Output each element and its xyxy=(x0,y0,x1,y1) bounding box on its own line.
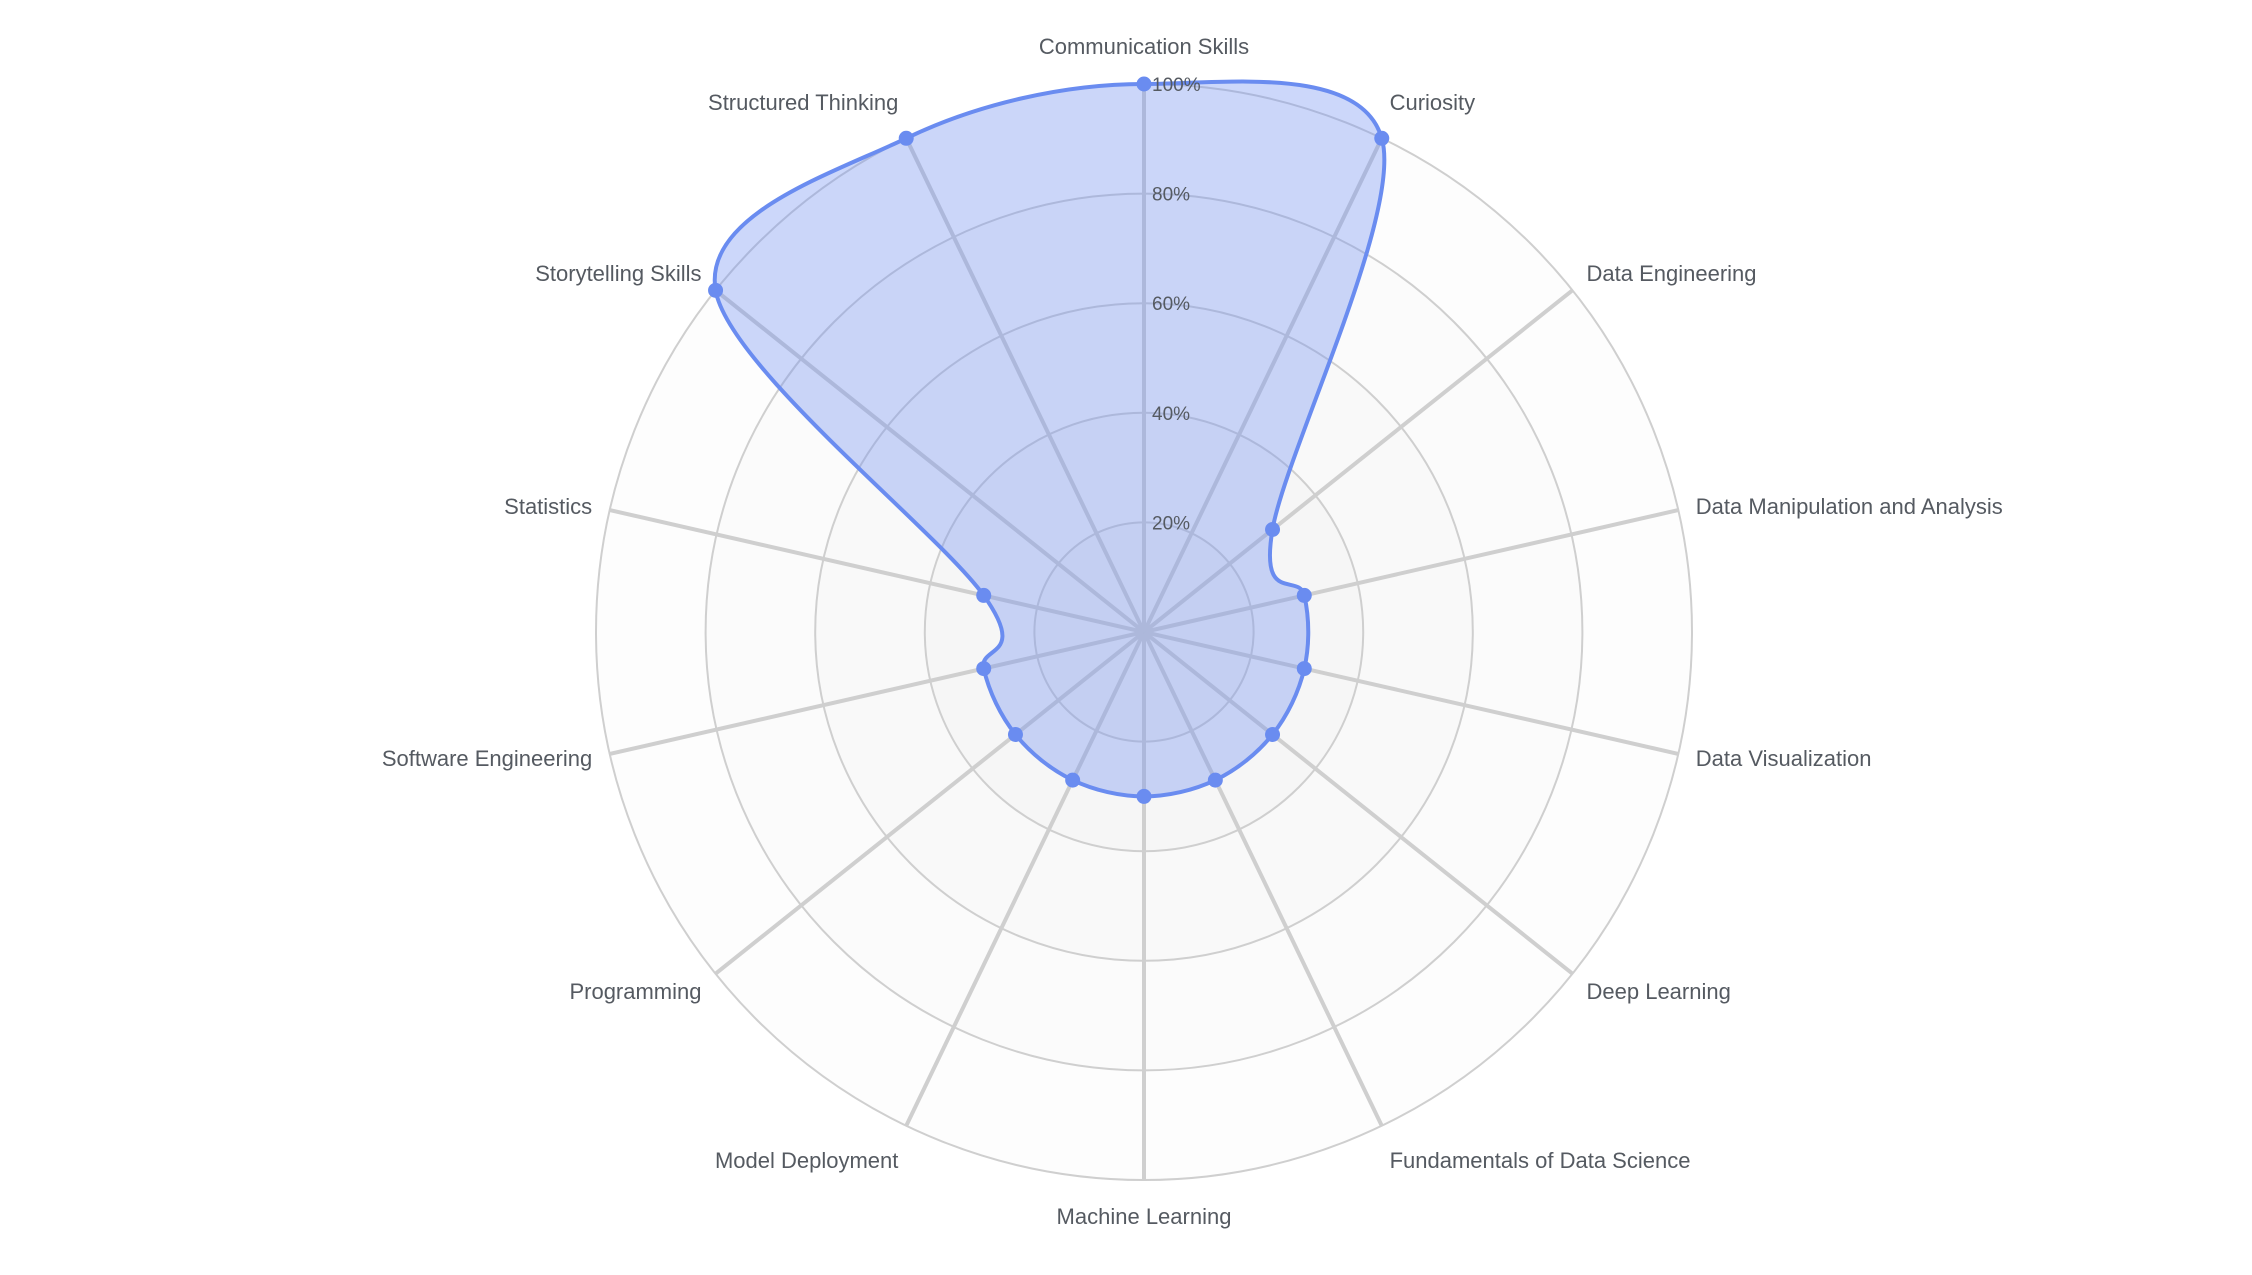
data-point-communication-skills[interactable] xyxy=(1136,76,1152,92)
radar-spoke xyxy=(1143,630,1679,756)
data-point-fundamentals-of-data-science[interactable] xyxy=(1207,772,1223,788)
category-label: Statistics xyxy=(504,494,592,519)
category-label: Model Deployment xyxy=(715,1148,898,1173)
r-tick-label: 60% xyxy=(1152,294,1190,315)
data-point-statistics[interactable] xyxy=(976,587,992,603)
radar-spoke xyxy=(609,508,1145,634)
category-label: Communication Skills xyxy=(1039,34,1249,59)
radar-spoke xyxy=(1142,631,1384,1127)
data-point-curiosity[interactable] xyxy=(1374,130,1390,146)
category-label: Deep Learning xyxy=(1587,979,1731,1004)
category-label: Data Visualization xyxy=(1696,746,1872,771)
radar-spoke xyxy=(714,630,1146,976)
r-tick-label: 80% xyxy=(1152,185,1190,206)
category-label: Curiosity xyxy=(1390,90,1476,115)
radar-series xyxy=(708,76,1390,804)
radar-spoke xyxy=(904,631,1146,1127)
data-point-machine-learning[interactable] xyxy=(1136,788,1152,804)
data-point-deep-learning[interactable] xyxy=(1265,727,1281,743)
category-label: Fundamentals of Data Science xyxy=(1390,1148,1691,1173)
radar-spoke xyxy=(904,137,1146,633)
category-label: Storytelling Skills xyxy=(535,261,701,286)
data-point-structured-thinking[interactable] xyxy=(898,130,914,146)
data-point-data-manipulation-and-analysis[interactable] xyxy=(1296,587,1312,603)
category-label: Machine Learning xyxy=(1057,1204,1232,1229)
category-label: Programming xyxy=(569,979,701,1004)
data-point-data-visualization[interactable] xyxy=(1296,661,1312,677)
category-label: Structured Thinking xyxy=(708,90,898,115)
r-tick-label: 100% xyxy=(1152,75,1201,96)
category-label: Software Engineering xyxy=(382,746,592,771)
radar-spoke xyxy=(1142,630,1574,976)
radar-spoke xyxy=(714,288,1146,634)
data-point-storytelling-skills[interactable] xyxy=(708,282,724,298)
data-point-programming[interactable] xyxy=(1007,727,1023,743)
series-area xyxy=(712,79,1387,799)
r-tick-label: 20% xyxy=(1152,513,1190,534)
radar-spoke xyxy=(1142,288,1574,634)
radar-spoke xyxy=(1142,137,1384,633)
radar-spoke xyxy=(609,630,1145,756)
radar-labels: 20% 40% 60% 80% 100% Communication Skills Curi… xyxy=(382,34,2003,1229)
r-tick-label: 40% xyxy=(1152,404,1190,425)
category-label: Data Manipulation and Analysis xyxy=(1696,494,2003,519)
data-point-model-deployment[interactable] xyxy=(1065,772,1081,788)
radar-spoke xyxy=(1143,508,1679,634)
category-label: Data Engineering xyxy=(1587,261,1757,286)
data-point-software-engineering[interactable] xyxy=(976,661,992,677)
data-point-data-engineering[interactable] xyxy=(1265,521,1281,537)
radar-grid xyxy=(595,83,1693,1181)
